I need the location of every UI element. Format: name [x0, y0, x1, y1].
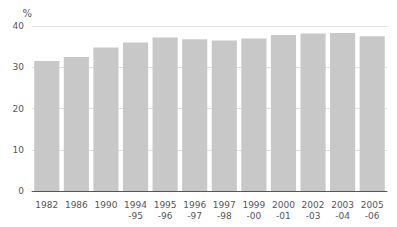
svg-text:-98: -98: [217, 211, 232, 221]
svg-text:-00: -00: [247, 211, 262, 221]
svg-text:20: 20: [13, 104, 25, 114]
svg-text:-95: -95: [128, 211, 143, 221]
svg-text:30: 30: [13, 62, 25, 72]
svg-text:-97: -97: [187, 211, 202, 221]
svg-text:-04: -04: [335, 211, 350, 221]
svg-text:%: %: [22, 8, 32, 19]
svg-text:1990: 1990: [95, 200, 118, 210]
svg-text:-03: -03: [306, 211, 321, 221]
svg-text:-06: -06: [365, 211, 380, 221]
svg-text:2000: 2000: [272, 200, 295, 210]
svg-text:2005: 2005: [361, 200, 384, 210]
svg-text:40: 40: [13, 21, 25, 31]
svg-text:10: 10: [13, 145, 25, 155]
svg-text:1986: 1986: [65, 200, 88, 210]
svg-text:1982: 1982: [35, 200, 58, 210]
svg-text:1996: 1996: [183, 200, 206, 210]
svg-text:2002: 2002: [302, 200, 325, 210]
svg-text:0: 0: [18, 186, 24, 196]
svg-text:1995: 1995: [154, 200, 177, 210]
svg-text:-01: -01: [276, 211, 291, 221]
svg-text:1999: 1999: [242, 200, 265, 210]
svg-text:2003: 2003: [331, 200, 354, 210]
svg-text:-96: -96: [158, 211, 173, 221]
svg-text:1997: 1997: [213, 200, 236, 210]
svg-text:1994: 1994: [124, 200, 147, 210]
